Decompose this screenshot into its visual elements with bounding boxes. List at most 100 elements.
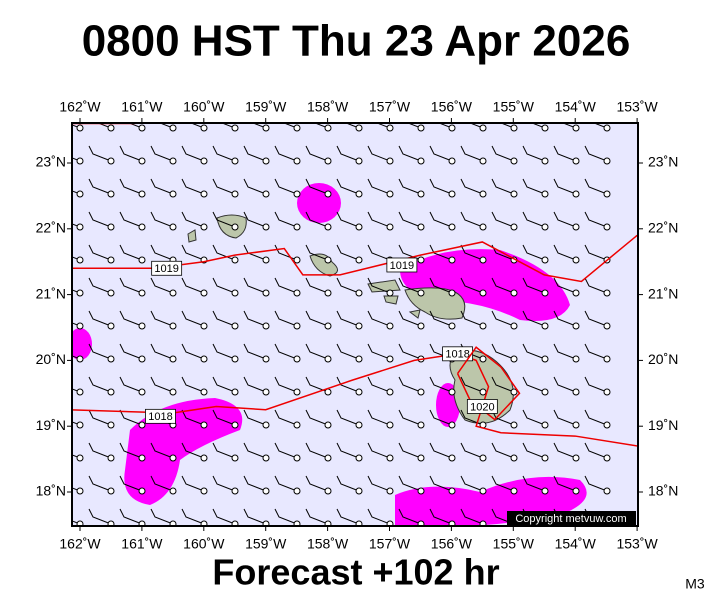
station [138,454,146,462]
wind-barb [282,123,298,129]
station [293,223,301,231]
wind-barb [119,508,143,525]
station [479,487,487,495]
station [107,256,115,264]
wind-barb [72,157,81,162]
station [355,124,363,132]
station [448,157,456,165]
station [324,190,332,198]
wind-barb [553,409,577,426]
station [355,223,363,231]
wind-barb [189,123,205,129]
wind-barb [88,442,112,459]
wind-barb [305,409,329,426]
station [572,322,580,330]
isobar-label: 1018 [148,411,172,423]
station [231,388,239,396]
station [76,520,84,526]
lat-label: 20˚N [36,351,66,367]
station [76,223,84,231]
lat-label: 19˚N [36,417,66,433]
station [603,487,611,495]
wind-barb [398,277,422,294]
wind-barb [127,123,143,129]
wind-barb [336,244,360,261]
wind-barb [243,178,267,195]
lon-label: 155˚W [493,99,535,115]
wind-barb [274,277,298,294]
wind-barb [460,475,484,492]
wind-barb [72,520,81,525]
wind-barb [367,277,391,294]
station [386,487,394,495]
station [76,487,84,495]
wind-barb [181,178,205,195]
wind-barb [429,310,453,327]
station [572,289,580,297]
wind-barb [119,178,143,195]
lat-label: 18˚N [36,483,66,499]
station [293,289,301,297]
station [479,190,487,198]
wind-barb [150,376,174,393]
station [138,124,146,132]
station [355,256,363,264]
wind-barb [305,211,329,228]
wind-barb [212,211,236,228]
station [107,289,115,297]
station [572,388,580,396]
station [293,256,301,264]
station [169,190,177,198]
station [324,223,332,231]
wind-barb [313,123,329,129]
wind-barb [344,123,360,129]
wind-barb [398,475,422,492]
wind-barb [72,421,81,426]
wind-barb [72,289,81,294]
station [138,388,146,396]
wind-barb [274,145,298,162]
wind-barb [584,244,608,261]
wind-barb [119,277,143,294]
station [572,487,580,495]
station [386,454,394,462]
wind-barb [553,145,577,162]
wind-barb [553,178,577,195]
wind-barb [460,442,484,459]
station [603,421,611,429]
station [324,421,332,429]
station [169,124,177,132]
wind-barb [460,244,484,261]
lon-label: 157˚W [369,536,411,552]
station [448,190,456,198]
station [200,487,208,495]
station [417,256,425,264]
wind-barb [305,508,329,525]
wind-barb [72,223,81,228]
lon-label: 157˚W [369,99,411,115]
wind-barb [491,442,515,459]
wind-barb [468,123,484,129]
station [200,124,208,132]
station [386,322,394,330]
station [200,190,208,198]
station [231,157,239,165]
station [293,388,301,396]
wind-barb [150,343,174,360]
lon-label: 156˚W [431,536,473,552]
station [293,190,301,198]
station [169,157,177,165]
wind-barb [460,310,484,327]
wind-barb [437,123,453,129]
isobar-label-box [442,346,473,362]
station [324,322,332,330]
station [107,487,115,495]
lon-label: 153˚W [616,536,658,552]
wind-barb [398,376,422,393]
lon-label: 162˚W [59,99,101,115]
wind-barb [553,442,577,459]
lon-label: 154˚W [555,99,597,115]
station [138,289,146,297]
station [169,487,177,495]
wind-barb [88,211,112,228]
